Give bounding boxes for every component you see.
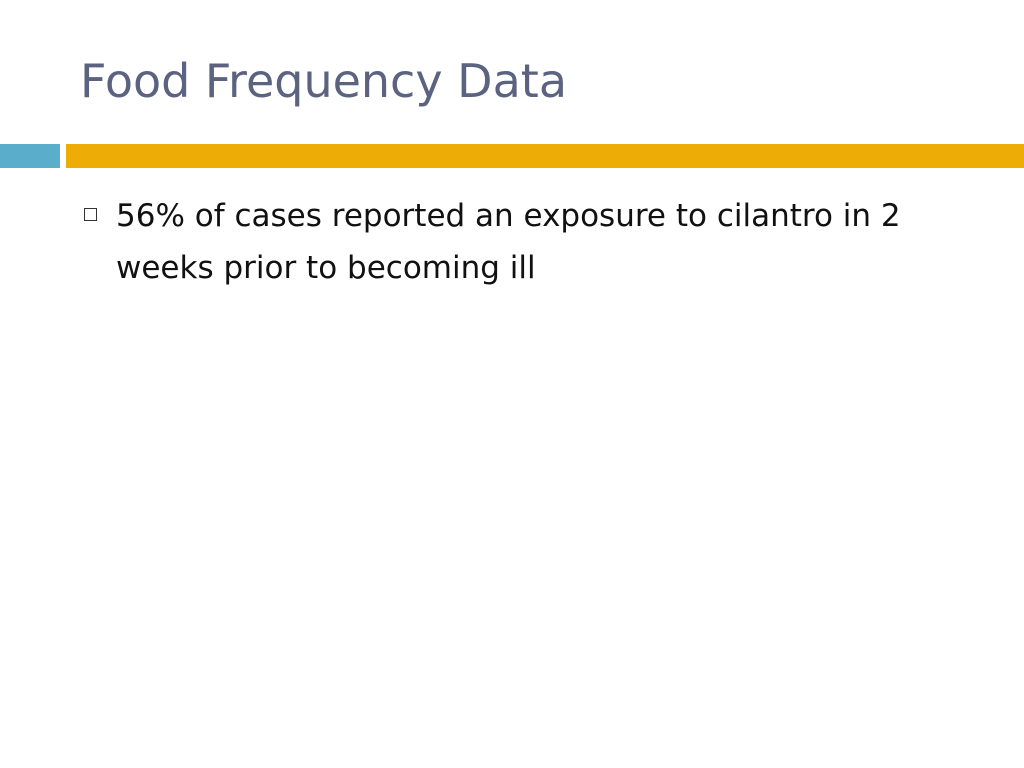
accent-bar-left — [0, 144, 60, 168]
bullet-list: 56% of cases reported an exposure to cil… — [80, 190, 980, 294]
bullet-item: 56% of cases reported an exposure to cil… — [80, 190, 980, 294]
hollow-square-icon — [84, 208, 97, 221]
accent-bar-right — [66, 144, 1024, 168]
slide-title: Food Frequency Data — [80, 54, 568, 108]
bullet-text: 56% of cases reported an exposure to cil… — [116, 198, 901, 286]
